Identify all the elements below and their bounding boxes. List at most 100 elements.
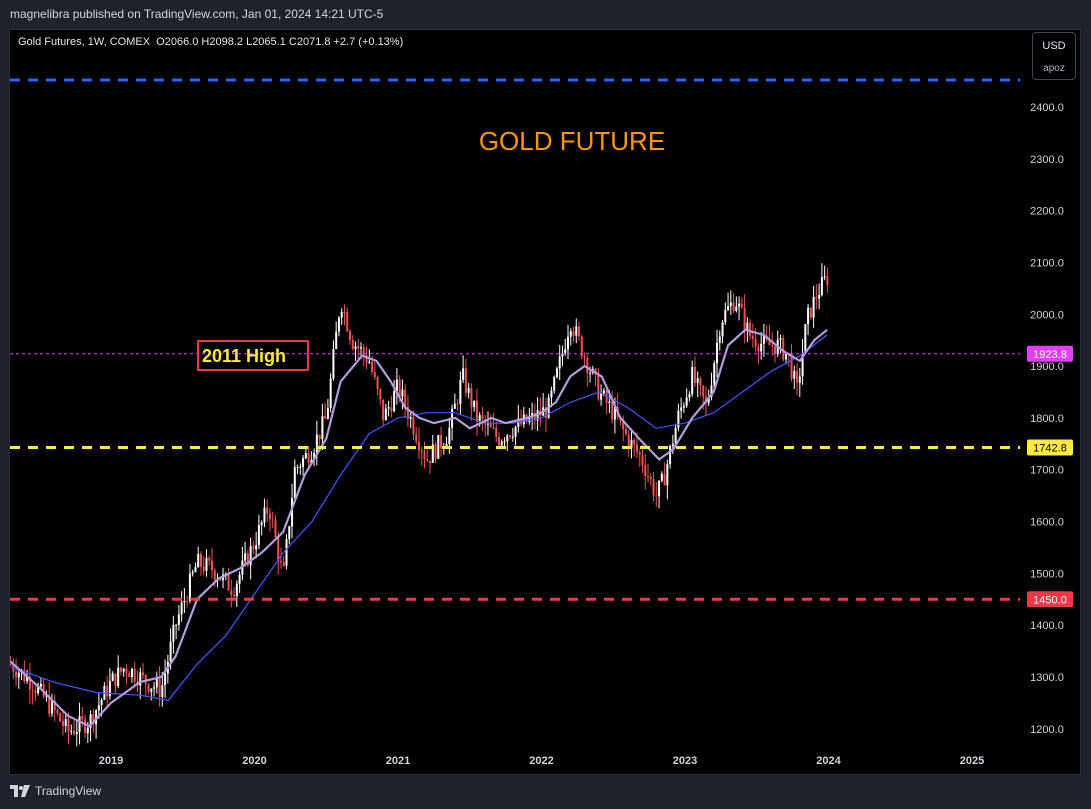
chart-area[interactable]: 1923.8 1742.8 1450.0 GOLD FUTURE 2011 High… bbox=[9, 29, 1081, 775]
candle-body bbox=[658, 480, 661, 497]
candle-body bbox=[809, 307, 812, 318]
candle-body bbox=[233, 595, 236, 597]
level-price-label: 1450.0 bbox=[1033, 594, 1067, 606]
candle-body bbox=[92, 714, 95, 725]
candle-body bbox=[782, 338, 785, 360]
publish-header: magnelibra published on TradingView.com,… bbox=[0, 0, 1091, 29]
candle-body bbox=[671, 443, 674, 447]
candle-body bbox=[434, 444, 437, 459]
candle-body bbox=[729, 302, 732, 307]
candle-body bbox=[147, 684, 150, 692]
candle-body bbox=[503, 441, 506, 443]
candle-body bbox=[84, 719, 87, 734]
x-tick-label: 2022 bbox=[529, 755, 553, 767]
candle-body bbox=[61, 721, 64, 727]
chart-title: GOLD FUTURE bbox=[479, 126, 665, 156]
candle-body bbox=[746, 322, 749, 331]
candle-body bbox=[707, 397, 710, 403]
candle-body bbox=[641, 454, 644, 466]
candle-body bbox=[340, 311, 343, 318]
candle-body bbox=[64, 718, 67, 727]
candle-body bbox=[404, 389, 407, 407]
candle-body bbox=[801, 352, 804, 377]
candle-body bbox=[566, 336, 569, 350]
candle-body bbox=[716, 342, 719, 364]
candle-body bbox=[117, 667, 120, 687]
candle-body bbox=[315, 434, 318, 453]
candle-body bbox=[489, 423, 492, 428]
candle-body bbox=[321, 416, 324, 440]
currency-selector[interactable]: USD apoz bbox=[1032, 32, 1076, 80]
candle-body bbox=[81, 716, 84, 720]
candle-body bbox=[357, 346, 360, 349]
candle-body bbox=[533, 412, 536, 421]
price-chart[interactable]: 1923.8 1742.8 1450.0 GOLD FUTURE 2011 High… bbox=[10, 30, 1082, 776]
tradingview-logo-icon bbox=[10, 785, 30, 797]
candle-body bbox=[252, 546, 255, 550]
candle-body bbox=[826, 276, 829, 285]
ma-slow-line bbox=[10, 334, 828, 701]
candle-body bbox=[464, 368, 467, 393]
candle-body bbox=[580, 336, 583, 357]
candle-body bbox=[155, 679, 158, 688]
candle-body bbox=[86, 727, 89, 734]
candle-body bbox=[721, 322, 724, 337]
candle-body bbox=[219, 579, 222, 581]
candle-body bbox=[78, 716, 81, 732]
horizontal-levels-layer: 1923.8 1742.8 1450.0 bbox=[10, 78, 1073, 608]
candle-body bbox=[727, 306, 730, 310]
candle-body bbox=[823, 276, 826, 278]
candle-body bbox=[613, 406, 616, 420]
candle-body bbox=[371, 361, 374, 372]
tradingview-logo[interactable]: TradingView bbox=[10, 784, 101, 798]
candle-body bbox=[779, 338, 782, 340]
candle-body bbox=[680, 407, 683, 411]
published-by-text: magnelibra published on TradingView.com,… bbox=[10, 7, 384, 21]
candle-body bbox=[773, 346, 776, 355]
unit-label: apoz bbox=[1043, 63, 1065, 74]
candle-body bbox=[387, 407, 390, 409]
candle-body bbox=[462, 368, 465, 380]
candle-body bbox=[453, 403, 456, 409]
candle-body bbox=[53, 700, 56, 711]
candle-body bbox=[337, 317, 340, 332]
candle-body bbox=[409, 417, 412, 419]
candle-body bbox=[17, 672, 20, 678]
candle-body bbox=[313, 452, 316, 460]
candle-body bbox=[208, 557, 211, 561]
candle-body bbox=[448, 427, 451, 444]
candle-body bbox=[307, 452, 310, 464]
candle-body bbox=[368, 361, 371, 363]
candle-body bbox=[332, 349, 335, 379]
candle-body bbox=[511, 436, 514, 438]
candle-body bbox=[423, 452, 426, 460]
candle-body bbox=[125, 668, 128, 674]
candle-body bbox=[37, 686, 40, 694]
currency-label: USD bbox=[1042, 40, 1066, 52]
candle-body bbox=[10, 664, 12, 666]
annotation-2011-high[interactable]: 2011 High bbox=[197, 340, 309, 371]
candle-layer bbox=[10, 263, 829, 747]
candle-body bbox=[343, 311, 346, 313]
candle-body bbox=[470, 387, 473, 408]
candle-body bbox=[244, 553, 247, 561]
candle-body bbox=[175, 624, 178, 626]
candle-body bbox=[431, 444, 434, 463]
candle-body bbox=[492, 427, 495, 429]
candle-body bbox=[393, 391, 396, 412]
candle-body bbox=[268, 513, 271, 520]
candle-body bbox=[693, 366, 696, 383]
candle-body bbox=[197, 553, 200, 568]
candle-body bbox=[655, 495, 658, 497]
candle-body bbox=[481, 415, 484, 420]
candle-body bbox=[263, 507, 266, 523]
candle-body bbox=[627, 434, 630, 448]
price-axis: 2400.0 2300.0 2200.0 2100.0 2000.0 1900.0 1800… bbox=[1030, 102, 1064, 736]
candle-body bbox=[302, 458, 305, 467]
candle-body bbox=[211, 560, 214, 571]
candle-body bbox=[589, 372, 592, 374]
candle-body bbox=[296, 467, 299, 469]
candle-body bbox=[373, 371, 376, 378]
candle-body bbox=[738, 303, 741, 307]
candle-body bbox=[691, 366, 694, 395]
